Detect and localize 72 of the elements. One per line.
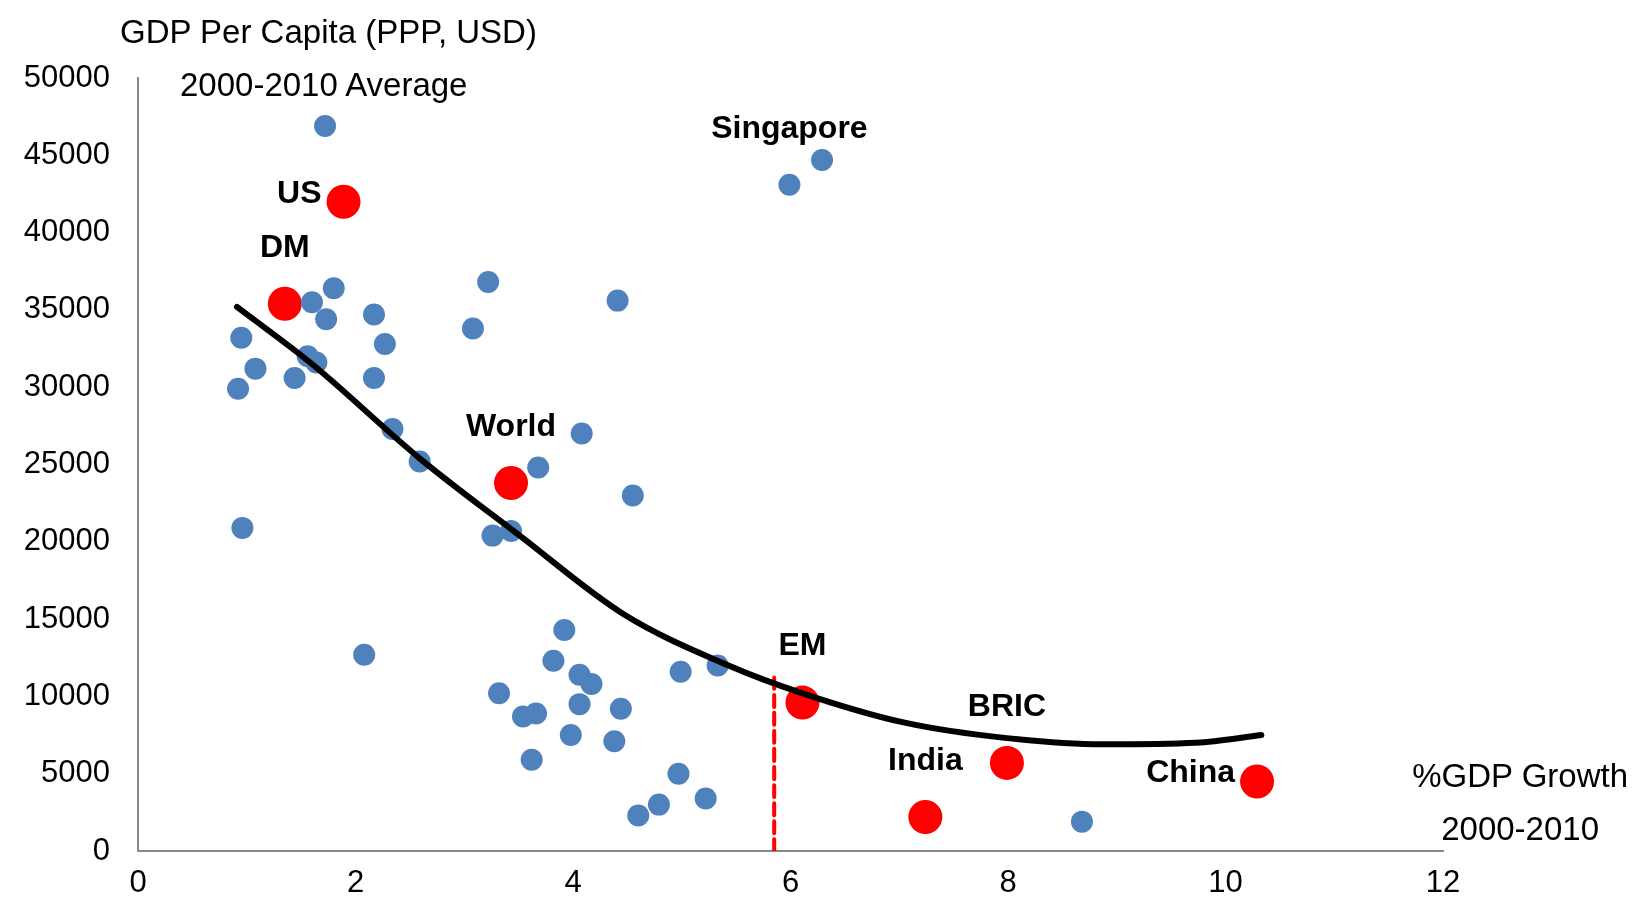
point <box>244 357 267 380</box>
annotation: EM <box>778 626 827 663</box>
point <box>461 317 484 340</box>
y-tick-label: 0 <box>92 831 110 867</box>
annotation: BRIC <box>967 686 1047 723</box>
point <box>520 748 543 771</box>
point <box>621 484 644 507</box>
point <box>553 618 576 641</box>
annotation: China <box>1146 753 1236 790</box>
point <box>568 693 591 716</box>
point <box>580 673 603 696</box>
point <box>669 660 692 683</box>
x-tick-label: 2 <box>346 864 365 900</box>
point <box>570 422 593 445</box>
x-tick-label: 6 <box>781 864 800 900</box>
point <box>231 516 254 539</box>
y-tick-label: 45000 <box>23 135 110 171</box>
point <box>362 303 385 326</box>
point <box>527 456 550 479</box>
point <box>542 649 565 672</box>
point <box>1070 810 1093 833</box>
annotation: US <box>277 173 322 210</box>
y-tick-label: 50000 <box>23 58 110 94</box>
point <box>362 366 385 389</box>
point <box>494 466 529 501</box>
point <box>989 745 1024 780</box>
point <box>373 332 396 355</box>
y-tick-label: 30000 <box>23 367 110 403</box>
x-axis-title: %GDP Growth 2000-2010 <box>1412 756 1628 849</box>
x-tick-label: 10 <box>1208 864 1243 900</box>
x-tick-label: 0 <box>129 864 147 900</box>
x-tick-label: 4 <box>564 864 582 900</box>
point <box>667 762 690 785</box>
y-axis-title: GDP Per Capita (PPP, USD) 2000-2010 Average <box>120 12 537 105</box>
point <box>609 697 632 720</box>
point <box>908 799 943 834</box>
point <box>1240 764 1275 799</box>
point <box>559 724 582 747</box>
point <box>481 524 504 547</box>
point <box>315 308 338 331</box>
point <box>314 114 337 137</box>
point <box>627 804 650 827</box>
point <box>606 289 629 312</box>
point <box>647 793 670 816</box>
point <box>322 277 345 300</box>
annotation: India <box>888 740 963 777</box>
point <box>477 271 500 294</box>
point <box>694 787 717 810</box>
annotation: World <box>465 406 557 443</box>
annotation: DM <box>259 227 310 264</box>
y-tick-label: 5000 <box>41 754 110 790</box>
y-tick-label: 15000 <box>23 599 110 635</box>
y-tick-label: 10000 <box>23 676 110 712</box>
x-tick-label: 8 <box>999 864 1017 900</box>
point <box>301 291 323 314</box>
point <box>227 377 250 400</box>
point <box>778 173 801 196</box>
point <box>353 643 376 666</box>
y-tick-label: 20000 <box>23 522 110 558</box>
point <box>267 286 302 321</box>
y-tick-label: 40000 <box>23 213 110 249</box>
point <box>283 366 306 389</box>
x-tick-label: 12 <box>1425 864 1461 900</box>
point <box>326 184 361 219</box>
point <box>811 148 834 171</box>
point <box>230 326 253 349</box>
point <box>488 682 511 705</box>
y-tick-label: 35000 <box>23 290 110 326</box>
point <box>525 702 548 725</box>
y-tick-label: 25000 <box>23 445 110 481</box>
point <box>603 730 626 753</box>
annotation: Singapore <box>711 108 868 145</box>
